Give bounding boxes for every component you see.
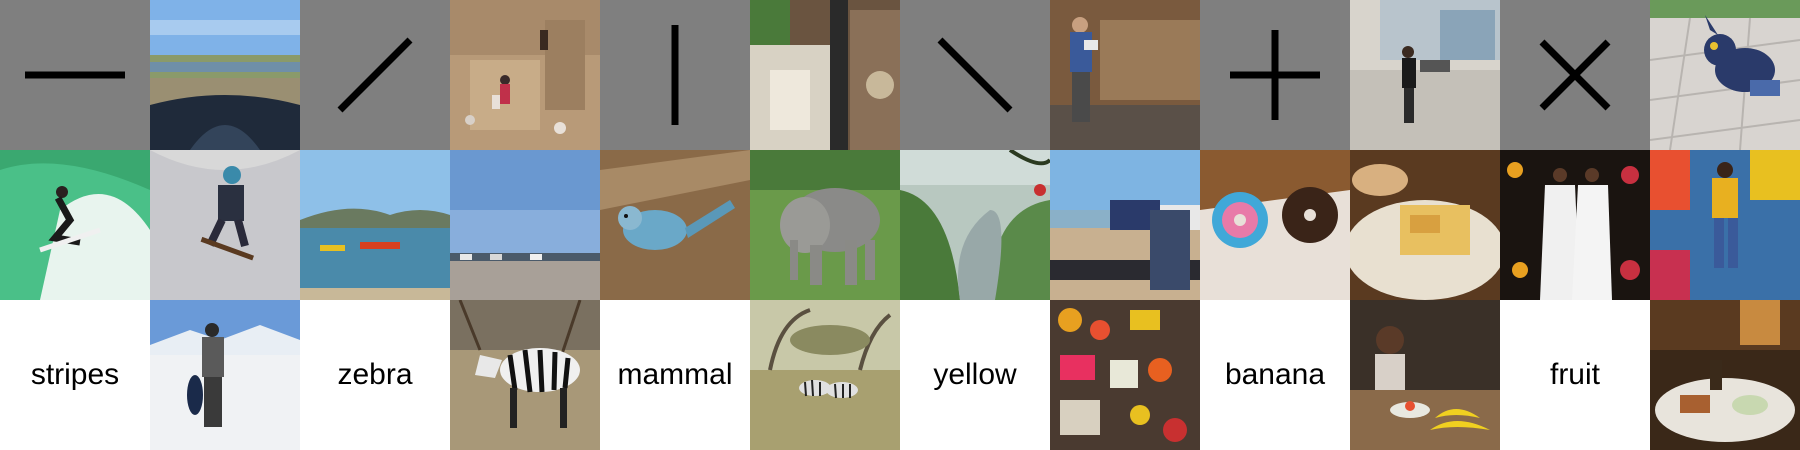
photo-man-in-garage [1050,0,1200,150]
plus-icon [1230,30,1320,120]
photo-donuts-box [1200,150,1350,300]
word-label: stripes [30,358,120,391]
word-cell-fruit: fruit [1500,300,1650,450]
photo-woman-fruit-table [1350,300,1500,450]
glyph-cell-horizontal [0,0,150,150]
photo-beach-truck [1050,150,1200,300]
photo-street-pedestrian [1350,0,1500,150]
glyph-cell-plus [1200,0,1350,150]
photo-car-hood-landscape [150,0,300,150]
photo-lake-boats [300,150,450,300]
word-label: yellow [933,358,1017,391]
photo-plush-toy-on-tiles [1650,0,1800,150]
vertical-line-icon [671,25,679,125]
word-cell-banana: banana [1200,300,1350,450]
photo-colorful-mural [1650,150,1800,300]
word-cell-mammal: mammal [600,300,750,450]
glyph-cell-forward-slash [300,0,450,150]
photo-parking-lot [450,150,600,300]
forward-slash-icon [337,37,413,113]
photo-painting-women [1500,150,1650,300]
word-cell-zebra: zebra [300,300,450,450]
photo-dinner-plate [1650,300,1800,450]
photo-skateboarder [150,150,300,300]
photo-pastry-plate [1350,150,1500,300]
photo-snowboarder [150,300,300,450]
photo-stone-courtyard [450,0,600,150]
back-slash-icon [937,37,1013,113]
word-label: mammal [617,358,733,391]
photo-market-stall [1050,300,1200,450]
photo-elephants [750,150,900,300]
horizontal-line-icon [25,71,125,79]
glyph-cell-vertical [600,0,750,150]
word-label: fruit [1549,358,1600,391]
cross-icon [1539,39,1611,111]
photo-river-valley [900,150,1050,300]
photo-surfer-wave [0,150,150,300]
photo-blue-bird [600,150,750,300]
word-cell-stripes: stripes [0,300,150,450]
glyph-cell-cross [1500,0,1650,150]
word-label: zebra [337,358,413,391]
word-label: banana [1224,358,1326,391]
word-cell-yellow: yellow [900,300,1050,450]
glyph-cell-back-slash [900,0,1050,150]
photo-kitchen-oven [750,0,900,150]
photo-zebra-standing [450,300,600,450]
photo-zebras-savanna [750,300,900,450]
